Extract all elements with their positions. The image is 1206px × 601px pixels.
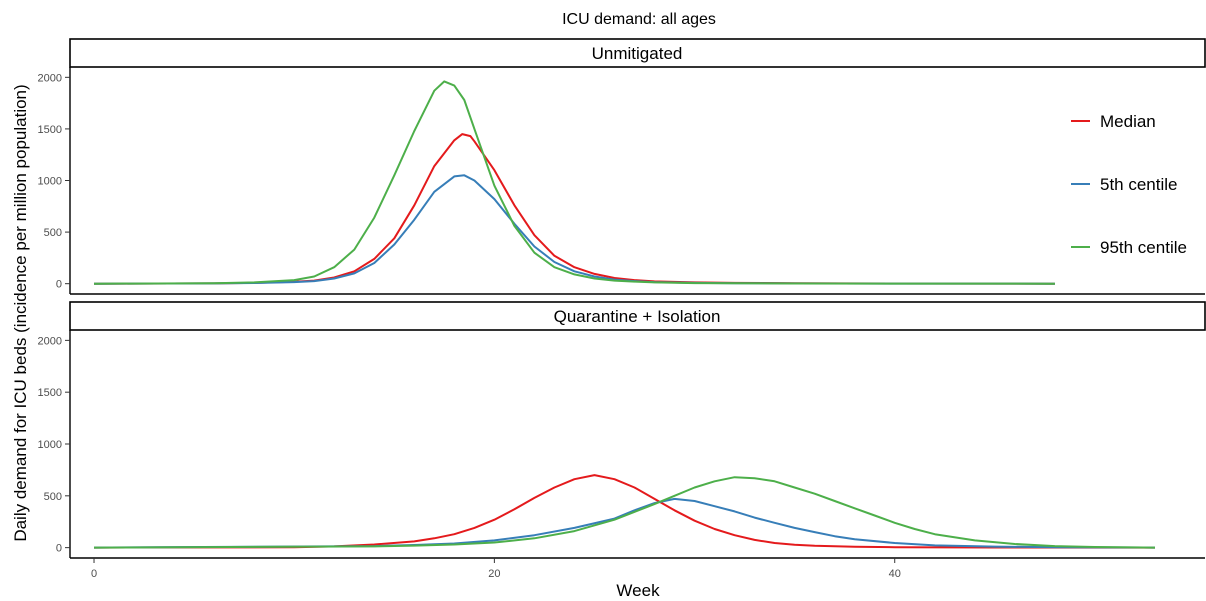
y-tick-label-quarantine-isolation-2000: 2000 [38, 335, 62, 347]
y-tick-label-unmitigated-1000: 1000 [38, 176, 62, 188]
y-tick-label-unmitigated-500: 500 [44, 227, 62, 239]
legend-label-median: Median [1100, 112, 1156, 131]
series-lines-unmitigated [93, 80, 1055, 285]
x-tick-label-0: 0 [91, 568, 97, 580]
legend: Median 5th centile 95th centile [1071, 112, 1187, 257]
y-tick-label-quarantine-isolation-1000: 1000 [38, 439, 62, 451]
y-tick-label-unmitigated-2000: 2000 [38, 72, 62, 84]
strip-label-unmitigated: Unmitigated [592, 44, 683, 63]
y-tick-label-quarantine-isolation-0: 0 [56, 543, 62, 555]
strip-quarantine-isolation [69, 301, 1206, 331]
strip-label-quarantine-isolation: Quarantine + Isolation [554, 307, 721, 326]
legend-item-median: Median [1071, 112, 1156, 131]
y-tick-label-quarantine-isolation-500: 500 [44, 491, 62, 503]
x-tick-label-20: 20 [488, 568, 500, 580]
x-axis-title: Week [616, 581, 660, 600]
series-line-quarantine-isolation-95th-centile [93, 476, 1156, 549]
y-ticks-unmitigated: 0 500 1000 1500 2000 [38, 72, 70, 291]
chart-title: ICU demand: all ages [562, 11, 716, 28]
legend-item-5th-centile: 5th centile [1071, 175, 1178, 194]
series-line-quarantine-isolation-5th-centile [93, 497, 1156, 549]
series-lines-quarantine-isolation [93, 474, 1156, 549]
strip-unmitigated [69, 38, 1206, 68]
y-tick-label-unmitigated-1500: 1500 [38, 124, 62, 136]
legend-label-5th-centile: 5th centile [1100, 175, 1178, 194]
y-tick-label-unmitigated-0: 0 [56, 279, 62, 291]
y-tick-label-quarantine-isolation-1500: 1500 [38, 387, 62, 399]
panel-quarantine-isolation: Quarantine + Isolation 0 500 1000 1500 2000 [38, 301, 1206, 559]
series-line-quarantine-isolation-median [93, 474, 1156, 549]
panel-unmitigated: Unmitigated 0 500 1000 1500 2000 [38, 38, 1206, 295]
series-line-unmitigated-95th-centile [93, 80, 1055, 285]
y-ticks-quarantine-isolation: 0 500 1000 1500 2000 [38, 335, 70, 555]
x-tick-label-40: 40 [889, 568, 901, 580]
y-axis-title: Daily demand for ICU beds (incidence per… [11, 84, 30, 541]
legend-label-95th-centile: 95th centile [1100, 238, 1187, 257]
legend-item-95th-centile: 95th centile [1071, 238, 1187, 257]
series-line-unmitigated-median [93, 133, 1055, 285]
x-axis-ticks: 0 20 40 [91, 558, 901, 580]
